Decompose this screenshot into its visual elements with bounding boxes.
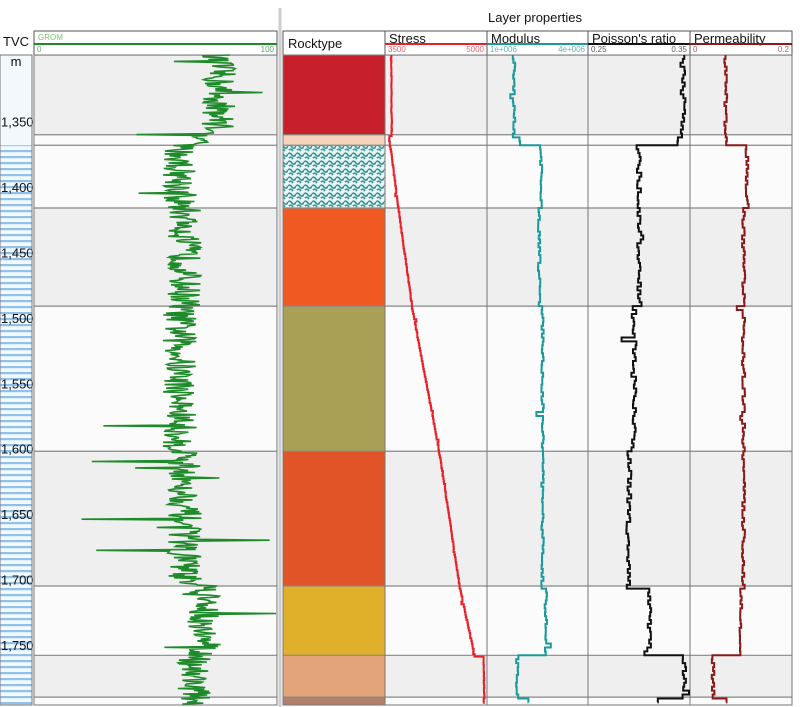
track-layer-bg bbox=[34, 208, 277, 307]
track-layer-bg bbox=[385, 134, 487, 146]
depth-tick-label: 1,350 bbox=[1, 115, 34, 130]
depth-axis-label: TVC bbox=[3, 34, 29, 49]
track-layer-bg bbox=[34, 55, 277, 135]
depth-track-stripes bbox=[0, 145, 32, 705]
track-layer-bg bbox=[34, 697, 277, 705]
track-layer-bg bbox=[588, 585, 690, 656]
track-frame bbox=[33, 54, 278, 706]
track-layer-bg bbox=[588, 306, 690, 452]
scale-max-label: 0.35 bbox=[671, 45, 687, 54]
track-layer-bg bbox=[385, 306, 487, 452]
scale-max-label: 5000 bbox=[466, 45, 484, 54]
track-layer-bg bbox=[487, 145, 588, 209]
depth-tick-label: 1,750 bbox=[1, 638, 34, 653]
scale-max-label: 4e+006 bbox=[558, 45, 585, 54]
track-title-stress: Stress bbox=[389, 31, 426, 46]
track-layer-bg bbox=[690, 306, 792, 452]
track-title-rocktype: Rocktype bbox=[288, 36, 342, 51]
track-layer-bg bbox=[487, 655, 588, 698]
scale-min-label: 3500 bbox=[388, 45, 406, 54]
depth-track-bg bbox=[0, 55, 32, 146]
scale-max-label: 0.2 bbox=[778, 45, 790, 54]
rocktype-layer bbox=[283, 55, 385, 135]
track-layer-bg bbox=[385, 145, 487, 209]
rocktype-layer bbox=[283, 306, 385, 452]
scale-min-label: 0.25 bbox=[591, 45, 607, 54]
rocktype-layer bbox=[283, 451, 385, 586]
rocktype-layer bbox=[283, 145, 385, 209]
track-layer-bg bbox=[34, 145, 277, 209]
track-layer-bg bbox=[34, 306, 277, 452]
track-layer-bg bbox=[487, 306, 588, 452]
layer-properties-title: Layer properties bbox=[488, 10, 582, 25]
rocktype-layer bbox=[283, 585, 385, 656]
track-title-pr: Poisson's ratio bbox=[592, 31, 676, 46]
scale-min-label: 1e+006 bbox=[490, 45, 517, 54]
track-layer-bg bbox=[34, 585, 277, 656]
track-layer-bg bbox=[34, 134, 277, 146]
track-frame bbox=[689, 54, 793, 706]
track-layer-bg bbox=[385, 208, 487, 307]
track-layer-bg bbox=[690, 655, 792, 698]
track-layer-bg bbox=[487, 585, 588, 656]
track-layer-bg bbox=[690, 208, 792, 307]
track-layer-bg bbox=[690, 451, 792, 586]
track-frame bbox=[0, 54, 33, 706]
track-layer-bg bbox=[385, 585, 487, 656]
track-layer-bg bbox=[588, 55, 690, 135]
curve-gr bbox=[81, 54, 277, 705]
track-layer-bg bbox=[690, 145, 792, 209]
track-layer-bg bbox=[385, 697, 487, 705]
curve-perm bbox=[710, 55, 750, 704]
depth-tick-label: 1,550 bbox=[1, 376, 34, 391]
depth-tick-label: 1,600 bbox=[1, 442, 34, 457]
track-layer-bg bbox=[487, 697, 588, 705]
depth-tick-label: 1,450 bbox=[1, 245, 34, 260]
rocktype-layer bbox=[283, 134, 385, 146]
track-layer-bg bbox=[588, 451, 690, 586]
track-layer-bg bbox=[385, 55, 487, 135]
depth-tick-label: 1,400 bbox=[1, 180, 34, 195]
curve-mod bbox=[509, 55, 552, 704]
track-title-mod: Modulus bbox=[491, 31, 541, 46]
track-layer-bg bbox=[385, 451, 487, 586]
rocktype-layer bbox=[283, 697, 385, 705]
track-layer-bg bbox=[487, 134, 588, 146]
curve-pr bbox=[620, 55, 690, 704]
rocktype-layer bbox=[283, 208, 385, 307]
depth-axis-unit: m bbox=[11, 54, 22, 69]
track-layer-bg bbox=[588, 655, 690, 698]
track-title-gr: GROM bbox=[38, 33, 63, 42]
track-layer-bg bbox=[487, 451, 588, 586]
scale-max-label: 100 bbox=[261, 45, 275, 54]
track-layer-bg bbox=[385, 655, 487, 698]
track-layer-bg bbox=[690, 697, 792, 705]
depth-tick-label: 1,700 bbox=[1, 572, 34, 587]
track-layer-bg bbox=[588, 134, 690, 146]
depth-tick-label: 1,650 bbox=[1, 507, 34, 522]
depth-tick-label: 1,500 bbox=[1, 311, 34, 326]
track-layer-bg bbox=[34, 655, 277, 698]
rocktype-header bbox=[282, 30, 386, 56]
rocktype-layer bbox=[283, 655, 385, 698]
track-layer-bg bbox=[487, 55, 588, 135]
track-layer-bg bbox=[690, 134, 792, 146]
scale-min-label: 0 bbox=[37, 45, 42, 54]
track-layer-bg bbox=[588, 697, 690, 705]
track-layer-bg bbox=[690, 55, 792, 135]
scale-min-label: 0 bbox=[693, 45, 698, 54]
track-title-perm: Permeability bbox=[694, 31, 766, 46]
curve-stress bbox=[388, 55, 486, 704]
